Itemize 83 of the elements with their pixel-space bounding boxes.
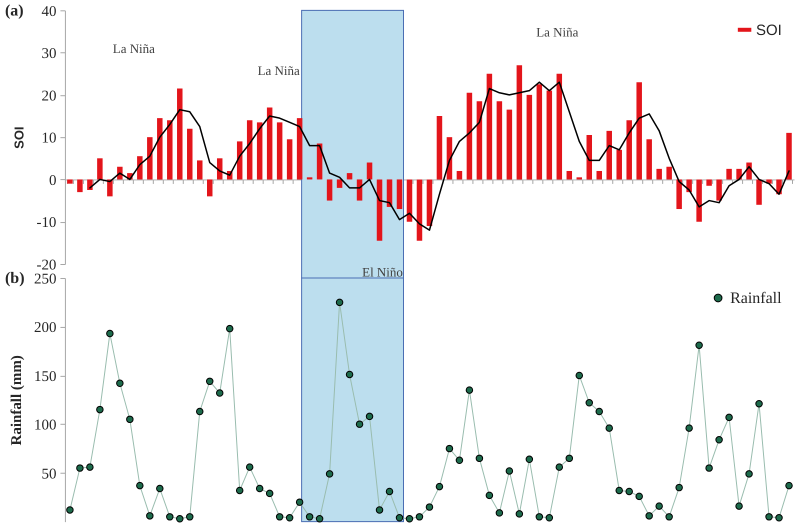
bar <box>706 179 712 186</box>
bar <box>566 170 572 180</box>
bar <box>526 94 532 180</box>
bar <box>456 170 462 180</box>
y-tick-label: 20 <box>41 88 56 104</box>
annotation: La Niña <box>258 62 300 78</box>
bar <box>246 120 252 180</box>
bar <box>137 156 143 180</box>
bar <box>636 82 642 180</box>
bar <box>356 179 362 201</box>
bar <box>336 179 342 188</box>
bar <box>476 101 482 180</box>
bar <box>346 173 352 180</box>
y-axis-title: SOI <box>11 126 26 149</box>
bar <box>406 179 412 222</box>
y-axis-title: Rainfall (mm) <box>8 355 25 446</box>
bar <box>546 90 552 180</box>
bar <box>516 65 522 180</box>
bar <box>366 162 372 180</box>
bar <box>646 139 652 180</box>
bar <box>187 128 193 180</box>
bar <box>676 179 682 210</box>
bar <box>216 158 222 180</box>
bar <box>416 179 422 241</box>
y-tick-label: 50 <box>41 466 56 482</box>
annotation: El Niño <box>362 264 403 280</box>
bar <box>197 160 202 180</box>
bar <box>266 108 272 180</box>
y-tick-label: 0 <box>48 172 56 189</box>
y-tick-label: 40 <box>41 4 56 20</box>
bar <box>147 137 153 180</box>
y-tick-label: 250 <box>34 271 56 288</box>
y-tick-label: 10 <box>41 130 56 147</box>
bar <box>466 92 472 180</box>
bar <box>326 179 332 201</box>
bar <box>666 166 672 180</box>
bar <box>436 116 442 180</box>
line-series <box>89 81 790 231</box>
bar <box>696 179 702 222</box>
chart-title: (a) <box>4 2 24 20</box>
bar <box>726 168 732 180</box>
bar <box>606 130 612 180</box>
bar <box>77 179 83 192</box>
annotation: La Niña <box>112 41 156 56</box>
bar <box>107 179 113 196</box>
bar <box>756 179 762 205</box>
bar <box>177 88 183 180</box>
bar <box>626 120 632 180</box>
bar <box>556 74 562 180</box>
bar <box>376 179 382 241</box>
y-tick-label: 100 <box>34 418 56 434</box>
bar <box>596 170 602 180</box>
bar <box>286 139 292 180</box>
y-tick-label: 150 <box>34 368 56 385</box>
bar <box>296 118 302 180</box>
bar <box>536 84 542 180</box>
bar <box>656 168 662 180</box>
bar <box>496 101 502 180</box>
y-tick-label: -20 <box>36 257 56 274</box>
bar <box>256 122 262 180</box>
bar <box>786 132 792 180</box>
bar <box>167 120 173 180</box>
legend-label: Rainfall <box>730 290 782 307</box>
y-tick-label: 200 <box>34 320 56 336</box>
bar <box>486 74 492 180</box>
chart-title: (b) <box>4 270 25 287</box>
bar <box>386 179 392 207</box>
bar <box>97 158 103 180</box>
bar <box>586 135 592 180</box>
bar <box>236 141 242 180</box>
bar <box>616 150 622 180</box>
bar <box>396 179 402 210</box>
bar <box>276 122 282 180</box>
legend-label: SOI <box>756 22 782 39</box>
y-tick-label: 30 <box>41 46 56 62</box>
bar <box>716 179 722 201</box>
bar <box>506 110 512 180</box>
bar <box>316 144 322 180</box>
y-tick-label: -10 <box>36 215 56 232</box>
annotation: La Niña <box>536 24 579 40</box>
bar <box>206 179 212 196</box>
bar <box>157 118 163 180</box>
bar <box>426 179 432 226</box>
